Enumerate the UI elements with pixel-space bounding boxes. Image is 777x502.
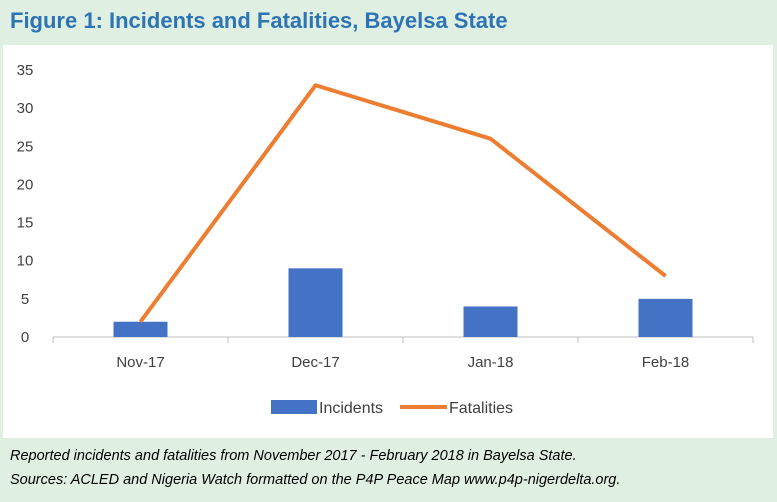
x-tick-label: Dec-17 <box>291 354 339 371</box>
y-tick-label: 20 <box>17 176 34 193</box>
legend-label-incidents: Incidents <box>319 400 383 417</box>
x-tick-label: Feb-18 <box>642 354 690 371</box>
left-border <box>0 45 3 438</box>
fatalities-line <box>138 83 667 323</box>
chart-area: 0 5 10 15 20 25 30 35 Nov-17 Dec-17 Jan-18 Feb-18 In… <box>3 45 773 438</box>
caption-description: Reported incidents and fatalities from N… <box>10 448 577 464</box>
y-tick-label: 35 <box>17 62 34 79</box>
y-tick-label: 15 <box>17 215 34 232</box>
x-tick-label: Jan-18 <box>468 354 514 371</box>
fatalities-point <box>490 138 491 140</box>
x-tick-label: Nov-17 <box>116 354 164 371</box>
y-tick-label: 10 <box>17 253 34 270</box>
incidents-bar <box>113 321 168 337</box>
figure-title: Figure 1: Incidents and Fatalities, Baye… <box>10 8 508 33</box>
incidents-bar <box>638 298 693 337</box>
incidents-bar <box>288 268 343 337</box>
y-tick-label: 5 <box>21 291 29 308</box>
title-band: Figure 1: Incidents and Fatalities, Baye… <box>0 0 777 45</box>
caption-sources: Sources: ACLED and Nigeria Watch formatt… <box>10 472 621 488</box>
fatalities-point <box>315 84 316 86</box>
legend-label-fatalities: Fatalities <box>449 400 513 417</box>
fatalities-point <box>665 275 666 277</box>
y-tick-label: 0 <box>21 329 29 346</box>
legend-swatch-incidents <box>271 400 317 414</box>
fatalities-point <box>140 321 141 323</box>
y-tick-label: 30 <box>17 100 34 117</box>
incidents-bar <box>463 306 518 337</box>
chart-svg: 0 5 10 15 20 25 30 35 Nov-17 Dec-17 Jan-18 Feb-18 In… <box>17 62 754 417</box>
caption-band: Reported incidents and fatalities from N… <box>0 438 777 502</box>
y-tick-label: 25 <box>17 138 34 155</box>
right-border <box>773 45 777 438</box>
